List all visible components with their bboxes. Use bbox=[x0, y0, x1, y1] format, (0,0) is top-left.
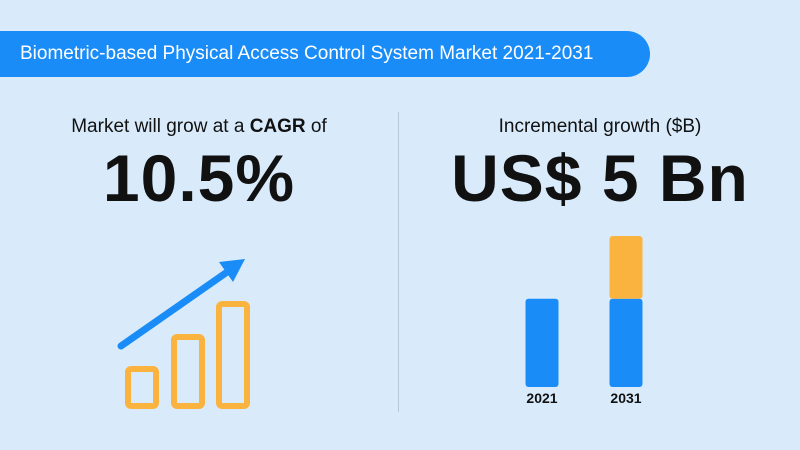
bar-2021-series-1 bbox=[525, 298, 559, 387]
x-tick-label-2031: 2031 bbox=[610, 390, 641, 406]
cagr-label-bold: CAGR bbox=[249, 116, 306, 137]
growth-chart-icon bbox=[117, 259, 250, 409]
chart-title-banner: Biometric-based Physical Access Control … bbox=[0, 31, 650, 77]
growth-arrow-head bbox=[219, 259, 245, 282]
banner-title: Biometric-based Physical Access Control … bbox=[20, 43, 594, 64]
cagr-label-suffix: of bbox=[305, 116, 327, 137]
x-tick-label-2021: 2021 bbox=[526, 390, 557, 406]
bar-2031-series-2 bbox=[609, 236, 643, 299]
growth-icon-bar-medium bbox=[171, 334, 205, 409]
bar-2031-series-1 bbox=[609, 298, 643, 387]
cagr-label-prefix: Market will grow at a bbox=[71, 116, 250, 137]
cagr-label: Market will grow at a CAGR of bbox=[0, 116, 398, 138]
growth-icon-bar-small bbox=[125, 366, 159, 409]
incremental-bar-chart: 2021 2031 bbox=[525, 236, 643, 406]
growth-icon-bar-large bbox=[216, 301, 250, 409]
cagr-value: 10.5% bbox=[102, 141, 296, 215]
growth-arrow-line bbox=[117, 266, 234, 350]
incremental-value: US$ 5 Bn bbox=[451, 141, 749, 215]
section-divider bbox=[398, 112, 399, 412]
incremental-label: Incremental growth ($B) bbox=[498, 116, 702, 137]
